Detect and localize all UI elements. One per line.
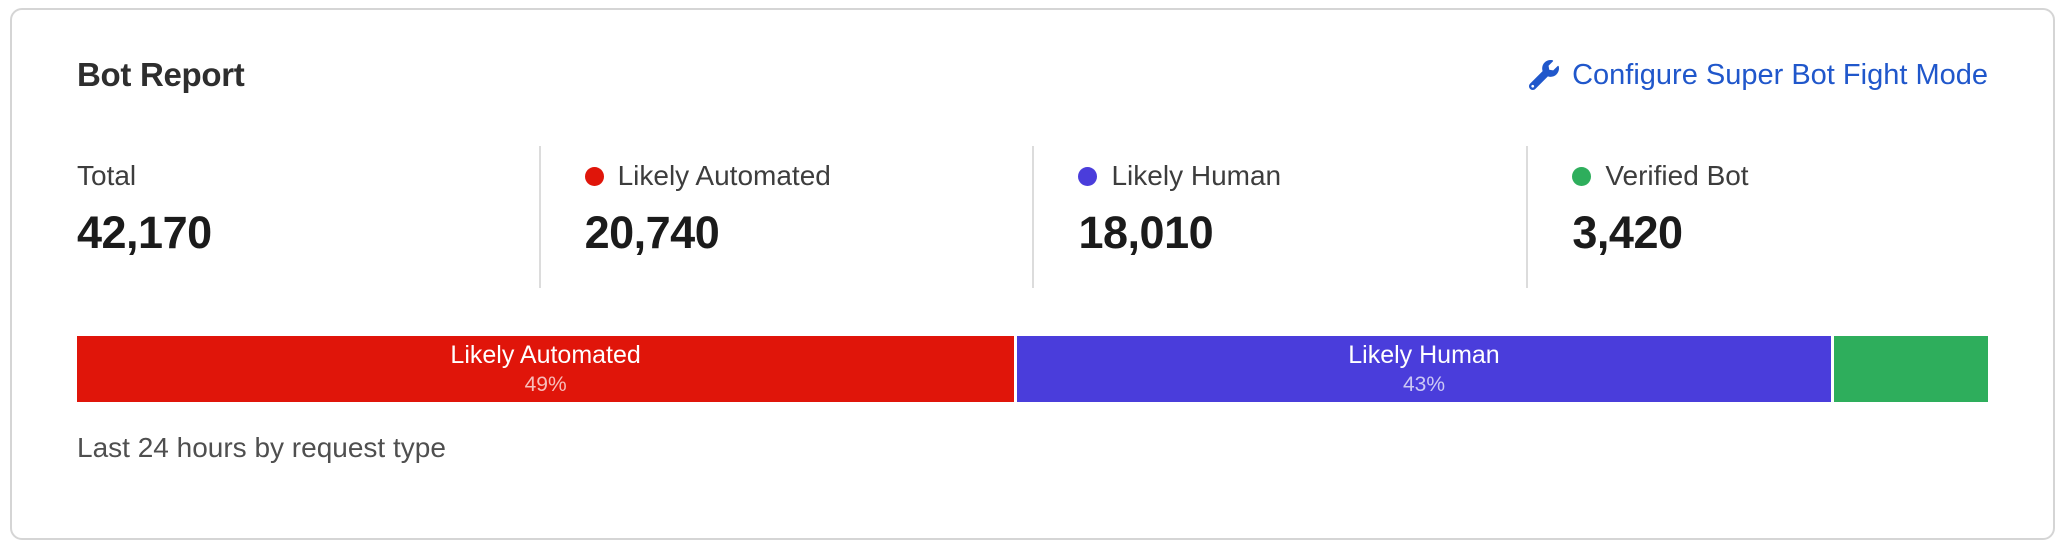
bar-segment-percent: 43% (1402, 372, 1445, 396)
bot-report-card: Bot Report Configure Super Bot Fight Mod… (10, 8, 2055, 540)
bar-segment-label: Likely Human (1348, 341, 1500, 370)
bar-segment-percent: 49% (524, 372, 567, 396)
stat-likely-automated-value: 20,740 (584, 207, 720, 258)
likely-automated-dot-icon (584, 166, 604, 186)
bar-segment-label: Likely Automated (450, 341, 641, 370)
stats-row: Total 42,170 Likely Automated 20,740 Lik… (77, 146, 1988, 288)
stat-likely-automated-label: Likely Automated (617, 160, 831, 191)
stat-likely-human: Likely Human 18,010 (1032, 146, 1526, 288)
chart-caption: Last 24 hours by request type (77, 432, 446, 463)
stat-total-value: 42,170 (77, 207, 212, 258)
bar-segment-likely-human: Likely Human 43% (1017, 336, 1831, 402)
bar-segment-verified-bot (1833, 336, 1989, 402)
stat-total-label: Total (77, 160, 137, 191)
configure-super-bot-fight-mode-link[interactable]: Configure Super Bot Fight Mode (1529, 59, 1988, 92)
card-title: Bot Report (77, 56, 245, 93)
stat-likely-automated: Likely Automated 20,740 (538, 146, 1033, 288)
likely-human-dot-icon (1078, 166, 1098, 186)
stat-verified-bot-value: 3,420 (1572, 207, 1683, 258)
stat-likely-human-value: 18,010 (1078, 207, 1214, 258)
card-header: Bot Report Configure Super Bot Fight Mod… (77, 56, 1988, 94)
stat-verified-bot-label: Verified Bot (1605, 160, 1749, 191)
verified-bot-dot-icon (1572, 166, 1592, 186)
stat-likely-human-label: Likely Human (1111, 160, 1282, 191)
wrench-icon (1529, 60, 1560, 90)
configure-link-label: Configure Super Bot Fight Mode (1572, 58, 1988, 91)
stat-verified-bot: Verified Bot 3,420 (1526, 146, 1988, 288)
request-type-stacked-bar: Likely Automated 49% Likely Human 43% (77, 336, 1989, 402)
stat-total: Total 42,170 (77, 146, 539, 288)
bar-segment-likely-automated: Likely Automated 49% (77, 336, 1015, 402)
